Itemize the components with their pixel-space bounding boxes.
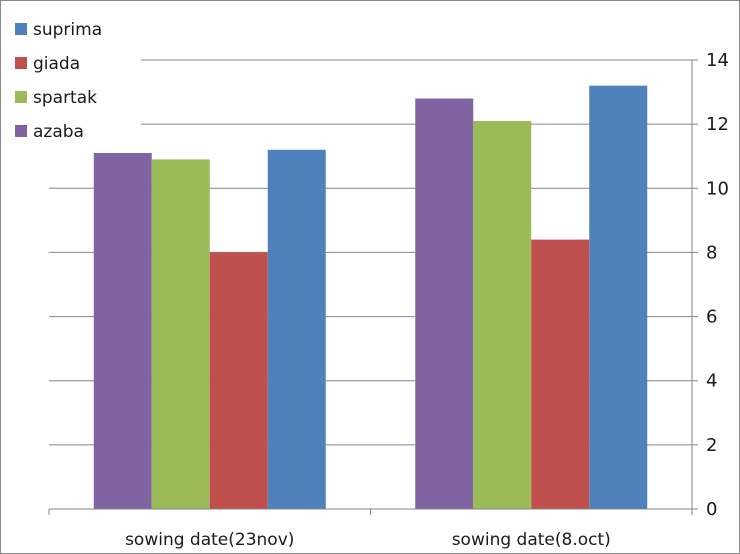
y-tick-label: 14 [706,50,729,71]
bar-giada-1 [531,239,590,509]
legend-swatch-azaba [15,125,27,137]
legend-background [11,13,141,149]
legend-swatch-spartak [15,91,27,103]
axes: 0 2 4 6 8 10 12 14 sowing date(23nov) sowing date… [48,50,729,550]
bars [93,85,648,510]
bar-giada-0 [209,252,268,509]
bar-suprima-1 [589,85,648,510]
legend-label-azaba: azaba [33,122,84,142]
bar-spartak-1 [473,120,532,509]
bar-azaba-0 [93,153,152,509]
y-tick-label: 10 [706,178,729,199]
legend-swatch-giada [15,57,27,69]
legend-label-suprima: suprima [33,20,102,40]
y-tick-label: 0 [706,499,717,520]
bar-azaba-1 [415,98,474,509]
bar-spartak-0 [151,159,210,509]
legend-label-giada: giada [33,54,80,74]
x-category-label: sowing date(23nov) [125,530,294,550]
bar-suprima-0 [267,149,326,510]
legend-label-spartak: spartak [33,88,97,108]
legend: suprima giada spartak azaba [11,13,141,149]
y-tick-label: 6 [706,307,717,328]
legend-swatch-suprima [15,23,27,35]
y-tick-label: 2 [706,435,717,456]
y-tick-label: 8 [706,242,717,263]
y-tick-label: 4 [706,371,717,392]
x-category-label: sowing date(8.oct) [452,530,611,550]
y-tick-label: 12 [706,114,729,135]
